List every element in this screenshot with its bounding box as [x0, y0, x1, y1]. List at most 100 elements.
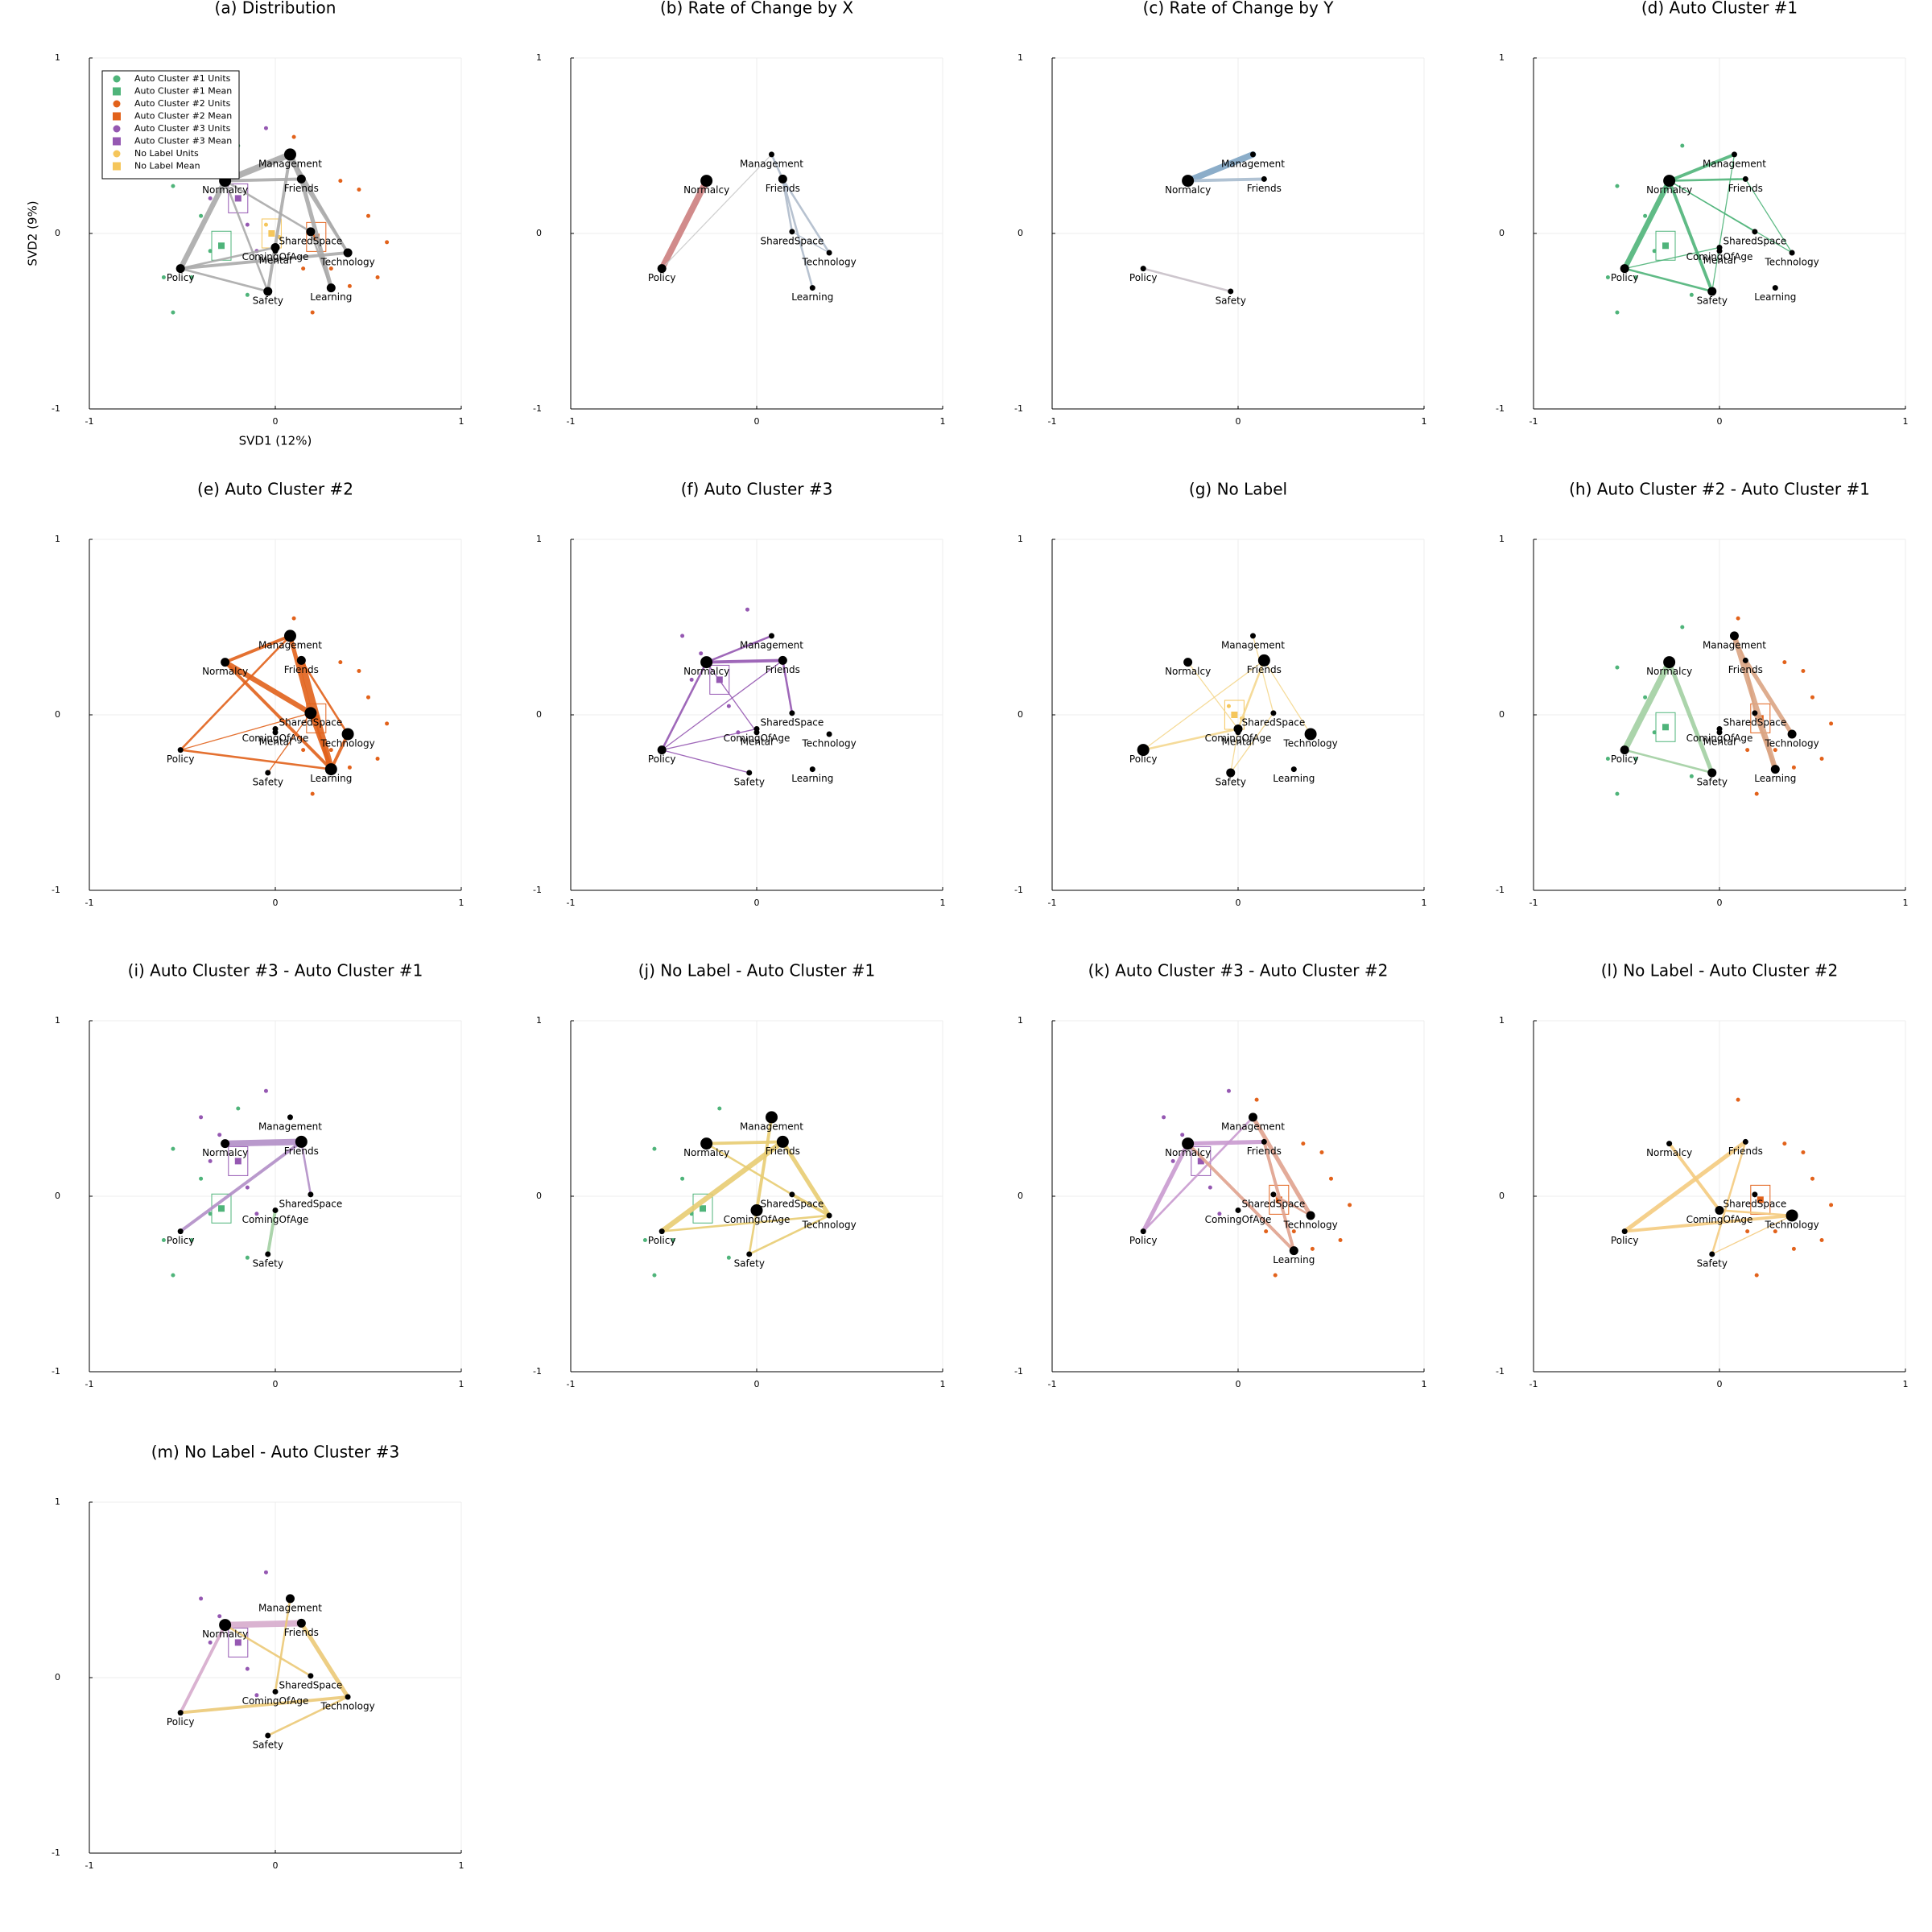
unit-point	[1643, 213, 1648, 218]
x-tick-label: 0	[754, 416, 760, 427]
unit-point	[1615, 791, 1620, 796]
node	[341, 728, 354, 741]
node-label: Policy	[167, 1235, 195, 1246]
mean-box	[1655, 712, 1676, 742]
edge	[1711, 1215, 1793, 1255]
x-tick-label: 0	[1717, 898, 1723, 908]
unit-point	[1782, 1141, 1787, 1146]
x-tick-label: 0	[273, 1379, 279, 1389]
node-label: Learning	[1754, 291, 1796, 303]
mean-box	[228, 1146, 249, 1176]
edge	[223, 177, 303, 183]
y-tick-label: 0	[55, 1672, 60, 1682]
x-tick-label: 0	[273, 898, 279, 908]
node	[1663, 175, 1676, 188]
unit-point	[310, 791, 315, 796]
x-tick-label: 1	[1903, 898, 1909, 908]
unit-point	[1615, 665, 1620, 670]
legend-marker	[113, 162, 121, 171]
y-tick-label: 1	[536, 1015, 542, 1026]
unit-point	[366, 213, 370, 218]
unit-point	[1689, 774, 1694, 778]
node	[789, 229, 795, 235]
mean-box	[1269, 1184, 1290, 1215]
y-tick-label: -1	[1014, 885, 1023, 895]
node	[1257, 654, 1270, 667]
node	[265, 1251, 271, 1257]
x-tick-label: 0	[1236, 898, 1241, 908]
node	[746, 1251, 753, 1257]
node	[1304, 728, 1317, 741]
edge	[224, 1624, 312, 1678]
edge	[1667, 659, 1715, 775]
node	[1770, 765, 1780, 774]
edge	[179, 267, 270, 293]
y-tick-label: 1	[536, 52, 542, 63]
unit-point	[1319, 1150, 1324, 1154]
panel-title: (e) Auto Cluster #2	[197, 480, 353, 499]
y-tick-label: 0	[1018, 228, 1023, 238]
mean-box	[709, 664, 730, 695]
node	[1731, 151, 1737, 158]
unit-point	[1329, 1176, 1333, 1181]
node-label: Friends	[1728, 183, 1763, 194]
unit-point	[689, 677, 694, 682]
panel-title: (g) No Label	[1189, 480, 1287, 499]
edge	[1667, 1141, 1721, 1212]
node-label: Learning	[791, 773, 833, 784]
edge	[300, 659, 349, 736]
node	[768, 633, 774, 639]
node-label: Technology	[1764, 1219, 1818, 1230]
node-label: Safety	[253, 295, 283, 306]
x-tick-label: 0	[1717, 416, 1723, 427]
edge	[1623, 1214, 1794, 1233]
edge	[660, 661, 708, 751]
y-tick-label: 0	[536, 1191, 542, 1201]
node-label: Friends	[766, 664, 800, 675]
node	[287, 1114, 293, 1121]
edge	[1186, 1141, 1296, 1253]
unit-point	[263, 222, 268, 227]
edge	[748, 1214, 831, 1256]
edge	[221, 1620, 305, 1629]
y-tick-label: 0	[536, 709, 542, 720]
mean-marker	[218, 1205, 225, 1212]
unit-point	[161, 1238, 166, 1242]
unit-point	[263, 126, 268, 130]
unit-point	[310, 310, 315, 315]
node	[304, 707, 317, 720]
unit-point	[338, 660, 343, 665]
unit-point	[1745, 1229, 1750, 1234]
unit-point	[171, 1273, 175, 1278]
x-tick-label: -1	[85, 416, 94, 427]
node	[1290, 766, 1297, 773]
x-tick-label: -1	[85, 898, 94, 908]
unit-point	[171, 184, 175, 188]
panel: (a) Distribution -1 0 1 -1 0 1 SVD1 (12%) SVD2 (…	[26, 0, 464, 448]
unit-point	[1791, 1246, 1796, 1251]
node-label: Friends	[1247, 183, 1282, 194]
x-axis-label: SVD1 (12%)	[239, 434, 312, 448]
node-label: Learning	[1273, 773, 1315, 784]
node	[809, 766, 815, 773]
node	[285, 1594, 295, 1604]
unit-point	[1301, 1141, 1306, 1146]
edge	[329, 733, 350, 771]
node-label: SharedSpace	[1241, 716, 1305, 728]
edge	[1272, 1193, 1312, 1217]
y-tick-label: -1	[52, 1366, 60, 1377]
panel-title: (f) Auto Cluster #3	[681, 480, 833, 499]
x-tick-label: 0	[1717, 1379, 1723, 1389]
unit-point	[208, 1212, 213, 1216]
node	[221, 1139, 230, 1149]
edge	[1262, 1140, 1296, 1253]
node	[1729, 631, 1739, 641]
y-tick-label: -1	[52, 403, 60, 414]
x-tick-label: 0	[1236, 1379, 1241, 1389]
node	[1289, 1246, 1298, 1256]
node	[1306, 1211, 1315, 1220]
node	[1261, 175, 1267, 182]
unit-point	[1736, 616, 1740, 621]
panel-title: (b) Rate of Change by X	[660, 0, 853, 18]
node-label: ComingOfAge	[1686, 1214, 1753, 1225]
